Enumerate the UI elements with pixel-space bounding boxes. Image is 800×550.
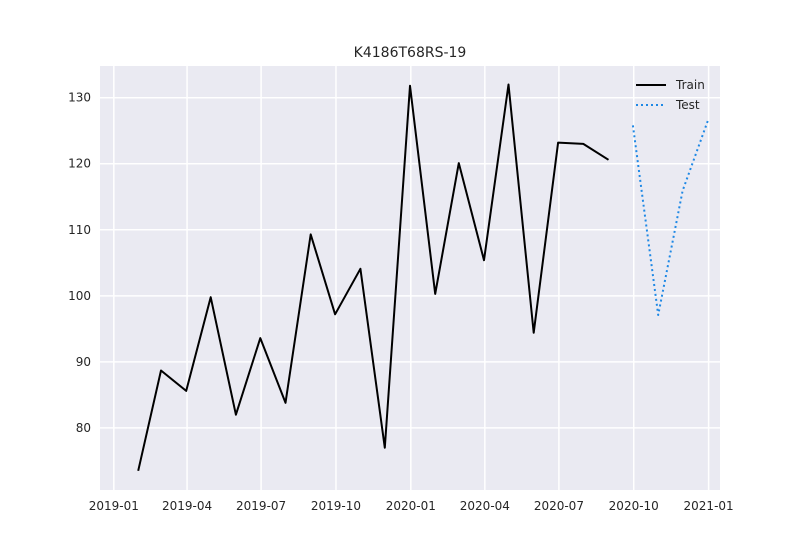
series-line-train — [137, 83, 610, 472]
x-tick-label: 2019-01 — [89, 499, 139, 513]
series-train — [137, 83, 610, 472]
y-tick-label: 100 — [68, 289, 91, 303]
series-layer — [137, 83, 709, 472]
chart-title: K4186T68RS-19 — [354, 45, 467, 61]
series-test — [631, 120, 709, 316]
x-tick-label: 2019-07 — [236, 499, 286, 513]
grid-lines — [100, 66, 720, 490]
y-tick-label: 80 — [76, 421, 91, 435]
x-tick-label: 2020-01 — [386, 499, 436, 513]
x-tick-label: 2020-10 — [609, 499, 659, 513]
y-tick-label: 110 — [68, 223, 91, 237]
x-tick-label: 2020-07 — [534, 499, 584, 513]
x-tick-label: 2019-04 — [162, 499, 212, 513]
x-tick-label: 2019-10 — [311, 499, 361, 513]
series-line-test — [631, 120, 709, 316]
legend: Train Test — [636, 78, 705, 112]
tick-labels: 2019-01 2019-04 2019-07 2019-10 2020-01 2020-… — [68, 91, 734, 513]
y-tick-label: 120 — [68, 157, 91, 171]
plot-background — [100, 66, 720, 490]
y-tick-label: 130 — [68, 91, 91, 105]
x-tick-label: 2021-01 — [684, 499, 734, 513]
legend-label-test: Test — [675, 98, 700, 112]
legend-label-train: Train — [675, 78, 705, 92]
y-tick-label: 90 — [76, 355, 91, 369]
x-tick-label: 2020-04 — [460, 499, 510, 513]
